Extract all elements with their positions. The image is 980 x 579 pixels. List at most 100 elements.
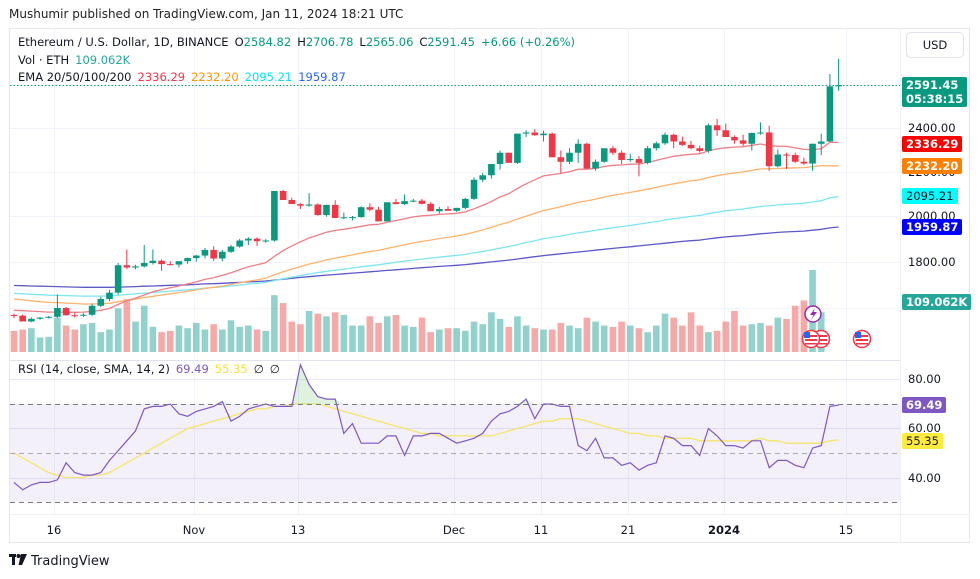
candle-body	[488, 164, 495, 176]
volume-bar	[418, 317, 426, 352]
volume-bar	[340, 314, 348, 352]
volume-bar	[444, 328, 452, 352]
time-label: 15	[838, 523, 854, 537]
candle-body	[774, 154, 782, 167]
ema-label[interactable]: EMA 20/50/100/200	[18, 70, 132, 84]
volume-bar	[548, 329, 556, 352]
change-value: +6.66 (+0.26%)	[480, 35, 576, 49]
volume-bar	[158, 332, 165, 352]
candle-body	[791, 155, 799, 162]
rsi-legend: RSI (14, close, SMA, 14, 2) 69.49 55.35 ∅ ∅	[18, 362, 286, 376]
candle-body	[462, 198, 469, 208]
ema-legend: EMA 20/50/100/200 2336.29 2232.20 2095.21 19…	[18, 70, 352, 84]
tradingview-brand[interactable]: TradingView	[9, 554, 110, 569]
volume-bar	[253, 329, 261, 352]
candle-body	[444, 209, 452, 211]
time-label: Nov	[182, 523, 206, 537]
rsi-na-value: ∅	[253, 362, 264, 376]
rsi-na-value: ∅	[269, 362, 280, 376]
candle-body	[88, 305, 96, 315]
volume-bar	[791, 305, 799, 352]
candle-body	[192, 255, 200, 259]
volume-bar	[366, 316, 374, 352]
volume-bar	[600, 325, 608, 352]
candle-body	[514, 133, 521, 163]
volume-bar	[210, 324, 217, 352]
candle-body	[496, 152, 504, 164]
ema20-tag: 2336.29	[902, 136, 963, 152]
candle-body	[679, 141, 686, 145]
candle-body	[540, 133, 547, 136]
volume-bar	[219, 329, 226, 352]
candle-body	[548, 133, 556, 158]
time-label: 13	[290, 523, 306, 537]
candle-body	[236, 240, 243, 247]
volume-bar	[97, 332, 105, 352]
volume-bar	[71, 329, 79, 352]
volume-bar	[557, 322, 565, 352]
close-label: C	[419, 35, 428, 49]
time-label: 16	[46, 523, 62, 537]
event-icons	[801, 305, 872, 349]
candle-body	[357, 207, 365, 218]
volume-bar	[375, 322, 382, 352]
volume-bar	[479, 324, 487, 352]
volume-bar	[357, 325, 365, 352]
volume-label[interactable]: Vol · ETH	[18, 53, 70, 67]
candle-body	[574, 143, 582, 153]
volume-bar	[731, 311, 738, 352]
time-label: Dec	[442, 523, 466, 537]
candle-body	[713, 125, 721, 131]
candle-body	[62, 308, 70, 316]
candle-body	[531, 132, 539, 136]
volume-legend: Vol · ETH 109.062K	[18, 53, 136, 67]
rsi-label[interactable]: RSI (14, close, SMA, 14, 2)	[18, 362, 170, 376]
candle-body	[609, 148, 617, 153]
candle-body	[175, 261, 183, 265]
volume-bar	[705, 332, 712, 352]
candle-body	[731, 137, 738, 141]
volume-bar	[45, 336, 53, 352]
volume-bar	[713, 330, 721, 352]
candle-body	[479, 175, 487, 180]
candle-body	[661, 134, 669, 144]
candle-body	[383, 202, 391, 222]
candle-body	[835, 85, 842, 87]
candle-body	[140, 263, 148, 267]
volume-bar	[331, 312, 339, 352]
price-tick: 2400.00	[908, 121, 956, 135]
candle-body	[783, 154, 790, 156]
volume-bar	[618, 321, 625, 352]
symbol-name[interactable]: Ethereum / U.S. Dollar, 1D, BINANCE	[18, 35, 229, 49]
time-label: 11	[533, 523, 549, 537]
candles	[10, 58, 842, 323]
volume-bar	[514, 316, 521, 352]
volume-value: 109.062K	[75, 53, 131, 67]
ema50-value: 2232.20	[191, 70, 239, 84]
volume-bar	[297, 324, 304, 352]
time-label: 21	[620, 523, 636, 537]
volume-bar	[54, 317, 61, 352]
ema200-value: 1959.87	[298, 70, 346, 84]
high-label: H	[297, 35, 306, 49]
candle-body	[600, 148, 608, 162]
last-price-value: 2591.45	[906, 78, 959, 92]
volume-bar	[236, 326, 243, 352]
candle-body	[687, 144, 695, 149]
candle-body	[557, 157, 565, 162]
volume-bar	[644, 332, 651, 352]
candle-body	[653, 143, 660, 149]
candle-body	[19, 315, 26, 322]
candle-body	[279, 191, 287, 200]
candle-body	[132, 266, 139, 268]
volume-bar	[800, 300, 808, 352]
candle-body	[331, 204, 339, 218]
volume-bar	[245, 325, 252, 352]
volume-bar	[774, 317, 782, 352]
rsi-sma-tag: 55.35	[902, 433, 943, 449]
volume-bar	[531, 328, 539, 352]
currency-button[interactable]: USD	[906, 32, 964, 58]
candle-body	[262, 240, 270, 242]
low-value: 2565.06	[365, 35, 414, 49]
